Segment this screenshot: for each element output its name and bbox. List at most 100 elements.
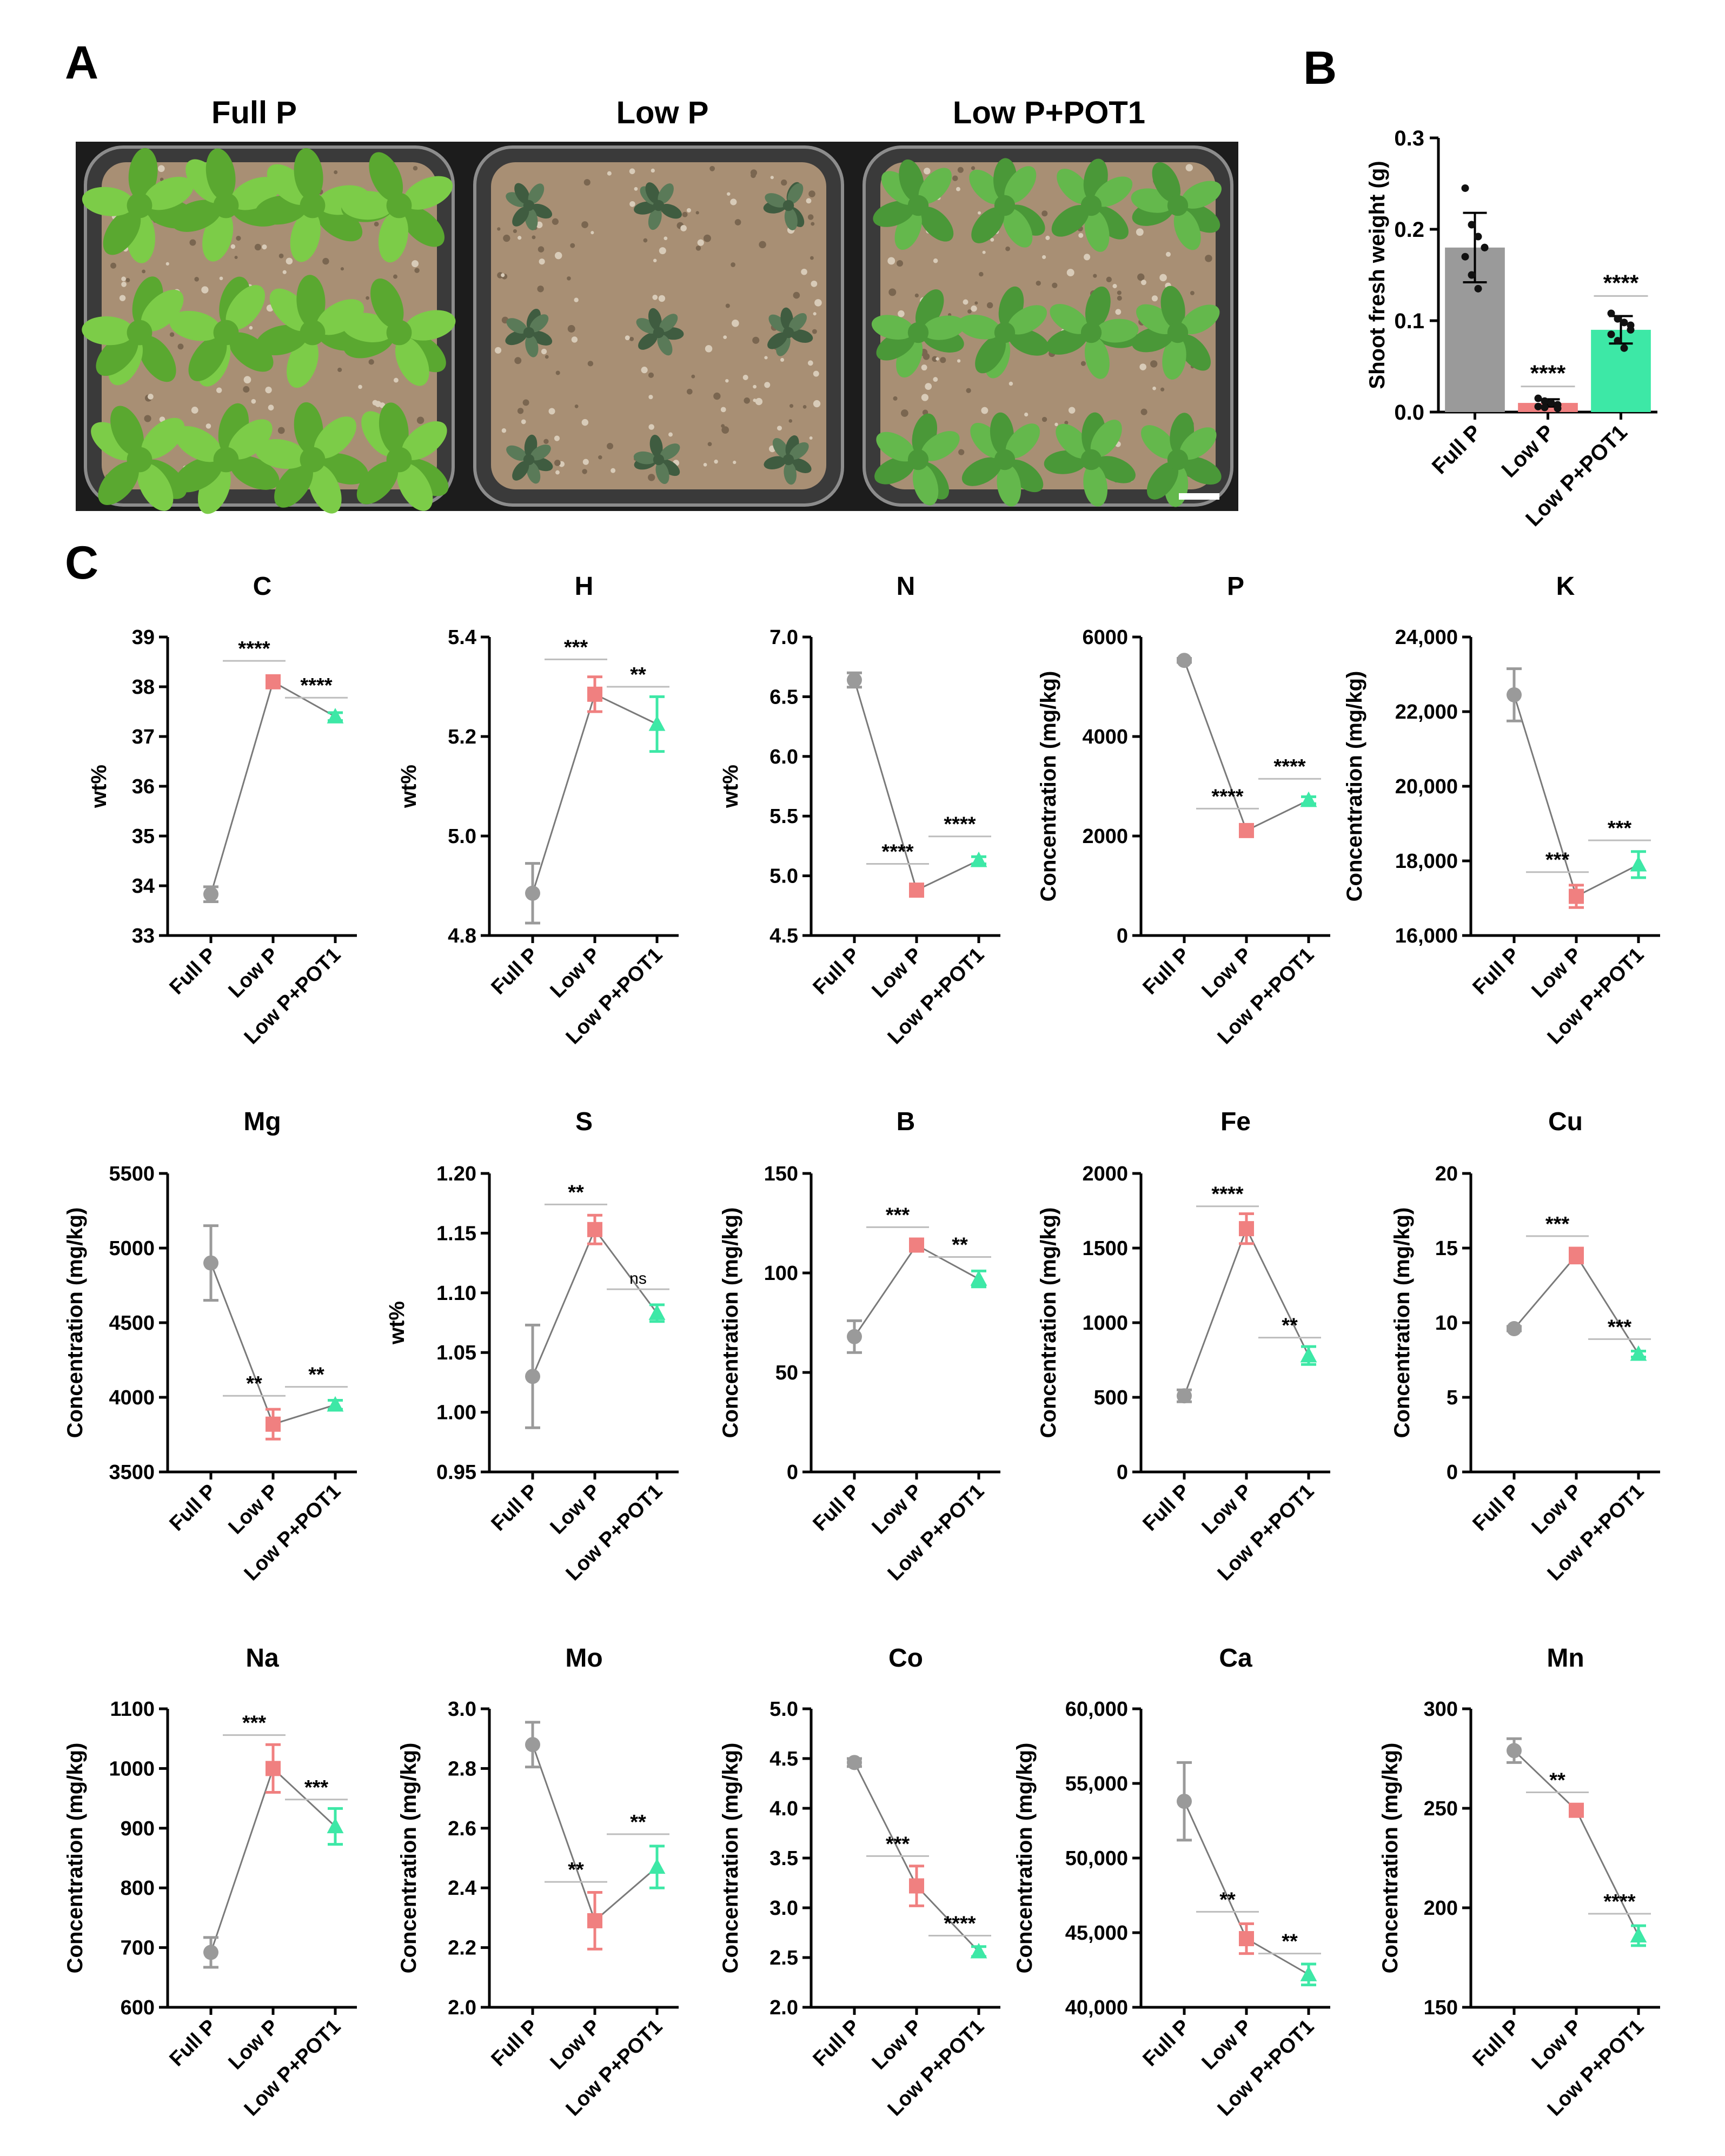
y-axis-label: Shoot fresh weight (g) <box>1365 161 1389 389</box>
soil-grain <box>770 176 774 180</box>
soil-grain <box>393 274 397 279</box>
soil-grain <box>648 372 654 378</box>
data-dot <box>1461 253 1469 261</box>
soil-grain <box>340 267 344 271</box>
plant-photo: Full P Low P Low P+POT1 <box>76 95 1238 514</box>
soil-grain <box>780 357 785 362</box>
leaf <box>82 316 134 346</box>
data-dot <box>1627 321 1635 329</box>
soil-grain <box>686 208 691 213</box>
y-tick-label: 0.2 <box>1394 218 1424 242</box>
series-line <box>532 693 658 894</box>
data-point-3 <box>970 1270 987 1286</box>
soil-grain <box>1159 274 1167 282</box>
soil-grain <box>501 428 507 433</box>
rosette-center <box>523 454 535 466</box>
leaf <box>401 206 445 247</box>
y-tick-label: 0 <box>1117 925 1128 947</box>
y-tick-label: 2000 <box>1082 1163 1128 1185</box>
soil-grain <box>1205 255 1212 262</box>
sig-label: **** <box>238 638 270 660</box>
data-point-1 <box>203 1255 218 1271</box>
soil-grain <box>1084 254 1091 261</box>
x-tick-label: Full P <box>487 2015 543 2071</box>
data-point-1 <box>525 1369 540 1384</box>
soil-grain <box>813 370 819 377</box>
chart-k: K 16,000 18,000 20,000 22,000 24,000 Concentra… <box>1343 572 1660 1049</box>
soil-grain <box>552 218 559 225</box>
soil-grain <box>494 347 502 354</box>
y-tick-label: 900 <box>121 1817 155 1840</box>
soil-grain <box>721 424 725 428</box>
y-tick-label: 1.15 <box>436 1222 476 1245</box>
soil-grain <box>607 171 612 176</box>
rosette-center <box>213 320 239 346</box>
y-tick-label: 4.8 <box>448 925 476 947</box>
soil-grain <box>727 192 731 196</box>
soil-grain <box>936 357 939 361</box>
soil-grain <box>981 407 988 414</box>
leaf <box>784 462 797 485</box>
soil-grain <box>764 382 771 388</box>
soil-grain <box>801 268 807 275</box>
soil-grain <box>764 356 768 360</box>
soil-grain <box>806 198 812 204</box>
rosette-center <box>300 447 326 473</box>
data-point-2 <box>909 1878 924 1894</box>
soil-grain <box>581 221 588 228</box>
soil-grain <box>503 234 510 242</box>
soil-grain <box>157 165 165 173</box>
leaf <box>1146 462 1179 500</box>
x-tick-label: Full P <box>1469 2015 1524 2071</box>
y-tick-label: 3500 <box>109 1461 155 1484</box>
sig-label: **** <box>1273 755 1305 778</box>
y-tick-label: 1100 <box>110 1698 155 1721</box>
rosette-center <box>300 320 326 346</box>
sig-label: *** <box>1545 849 1570 872</box>
leaf <box>401 421 447 460</box>
soil-grain <box>1140 408 1147 415</box>
soil-grain <box>262 244 267 250</box>
y-tick-label: 60,000 <box>1065 1698 1128 1721</box>
chart-title: Fe <box>1220 1107 1251 1136</box>
leaf <box>660 203 682 219</box>
leaf <box>369 152 403 202</box>
data-point-1 <box>1177 653 1192 668</box>
chart-title: C <box>253 572 272 601</box>
y-axis-label: Concentration (mg/kg) <box>1037 671 1060 902</box>
panel-label-c: C <box>65 537 98 589</box>
data-point-1 <box>1177 1388 1192 1404</box>
rosette-center <box>782 200 794 211</box>
soil-grain <box>812 329 817 334</box>
x-tick-label: Low P <box>546 944 605 1003</box>
soil-grain <box>541 348 547 355</box>
soil-grain <box>893 396 898 401</box>
x-tick-label: Low P <box>1497 420 1558 482</box>
x-tick-label: Full P <box>487 944 543 999</box>
x-tick-label: Full P <box>809 1480 865 1536</box>
y-tick-label: 6.5 <box>769 686 798 708</box>
soil-grain <box>807 214 814 220</box>
soil-grain <box>979 271 984 277</box>
soil-grain <box>148 394 154 400</box>
soil-grain <box>744 397 750 404</box>
leaf <box>1057 169 1091 204</box>
soil-grain <box>925 383 932 390</box>
y-tick-label: 5.4 <box>448 626 476 649</box>
soil-grain <box>653 258 657 263</box>
y-axis-label: Concentration (mg/kg) <box>63 1208 87 1438</box>
rosette-center <box>782 327 794 339</box>
leaf <box>660 459 680 476</box>
soil-grain <box>956 187 960 191</box>
leaf <box>971 207 1005 243</box>
soil-grain <box>750 169 758 176</box>
soil-grain <box>986 302 993 309</box>
soil-grain <box>733 460 737 465</box>
leaf <box>256 324 308 356</box>
y-tick-label: 5000 <box>109 1237 155 1260</box>
soil-grain <box>658 295 666 302</box>
leaf <box>975 335 1006 374</box>
soil-grain <box>537 286 544 293</box>
soil-grain <box>924 168 931 175</box>
